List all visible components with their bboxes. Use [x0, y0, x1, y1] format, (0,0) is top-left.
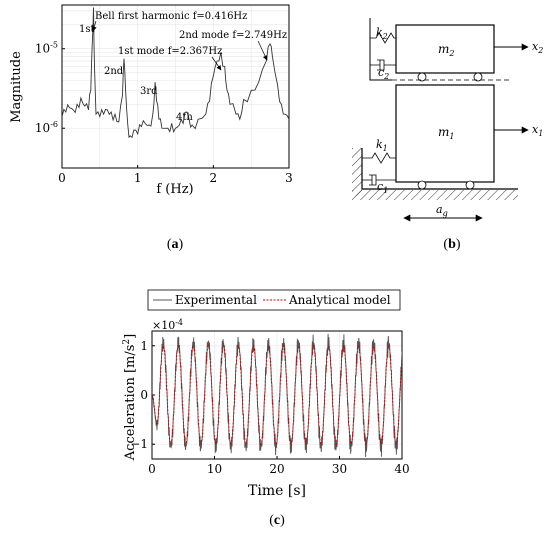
panel-a-axes-box	[61, 4, 290, 169]
panel-a-xtick-label: 2	[210, 171, 218, 185]
label-ag: ag	[436, 203, 448, 218]
panel-a-ytick-label: 10-5	[35, 41, 58, 56]
panel-c-xtick-label: 40	[394, 462, 409, 476]
panel-c-chart: Experimental Analytical model 0 10 20 30 40−…	[122, 289, 410, 499]
panel-c-ytick-label: 1	[140, 339, 148, 353]
panel-c-xtick-label: 20	[269, 462, 284, 476]
label-c1: c1	[377, 180, 388, 195]
annotation-2nd-mode-arrow	[257, 40, 268, 61]
roller-m1-left	[417, 180, 427, 190]
legend-label-analytical: Analytical model	[288, 293, 391, 307]
panel-c-caption: (c)	[269, 513, 285, 528]
roller-m2-right	[473, 72, 483, 82]
mass-m1	[395, 84, 495, 183]
panel-a-ylabel: Magnitude	[9, 51, 24, 123]
panel-a-xtick-label: 0	[58, 171, 66, 185]
panel-b-diagram: k2 c2 m2 x2 k1 c1 m1 x1 ag	[352, 18, 543, 222]
panel-a-chart: 0 1 2 3 10-6 10-5 1st 2nd 3rd 4th Bell first …	[9, 4, 293, 197]
panel-a-ytick-label: 10-6	[35, 120, 58, 135]
panel-a-grid	[61, 5, 290, 168]
spring-k2	[370, 32, 396, 44]
label-x1: x1	[532, 123, 543, 138]
panel-c-xlabel: Time [s]	[248, 483, 306, 499]
legend-label-experimental: Experimental	[175, 293, 257, 307]
damper-c1	[362, 174, 396, 186]
roller-m2-left	[417, 72, 427, 82]
ground-hatch	[352, 190, 518, 200]
panel-c-xtick-label: 10	[207, 462, 222, 476]
label-k1: k1	[376, 138, 388, 153]
label-k2: k2	[376, 26, 388, 41]
panel-a-xlabel: f (Hz)	[156, 182, 193, 197]
panel-a-ticks: 0 1 2 3 10-6 10-5	[35, 41, 293, 185]
label-m1: m1	[438, 125, 454, 141]
label-x2: x2	[532, 40, 543, 55]
annotation-2nd: 2nd	[104, 66, 124, 77]
panel-a-xtick-label: 3	[285, 171, 293, 185]
panel-c-ticks: 0 10 20 30 40−101	[130, 339, 409, 476]
series-analytical	[152, 345, 402, 445]
annotation-bell-arrow	[91, 20, 97, 32]
panel-c-ylabel: Acceleration [m/s2]	[122, 334, 138, 461]
spring-k1	[362, 152, 396, 164]
panel-a-spectrum-line	[62, 7, 289, 139]
panel-c-xtick-label: 30	[332, 462, 347, 476]
label-m2: m2	[438, 42, 454, 58]
annotation-1st-mode: 1st mode f=2.367Hz	[118, 46, 222, 57]
panel-c-ytick-label: −1	[130, 437, 148, 451]
panel-c-ytick-label: 0	[140, 388, 148, 402]
upper-frame	[369, 18, 392, 81]
panel-a-caption: (a)	[167, 237, 184, 252]
label-c2: c2	[378, 66, 389, 81]
panel-b-caption: (b)	[443, 237, 460, 252]
roller-m1-right	[465, 180, 475, 190]
annotation-2nd-mode: 2nd mode f=2.749Hz	[179, 30, 287, 41]
damper-c2	[370, 59, 396, 71]
mass-m2	[395, 24, 495, 74]
wall-hatch	[352, 148, 362, 196]
panel-c-exponent: ×10-4	[152, 318, 183, 332]
panel-c-xtick-label: 0	[148, 462, 156, 476]
annotation-4th: 4th	[176, 112, 193, 123]
annotation-1st: 1st	[79, 24, 95, 35]
annotation-1st-mode-arrow	[211, 56, 222, 71]
ground-line	[361, 148, 518, 190]
panel-a-xtick-label: 1	[134, 171, 142, 185]
annotation-3rd: 3rd	[140, 86, 158, 97]
annotation-bell-harmonic: Bell first harmonic f=0.416Hz	[95, 11, 247, 22]
